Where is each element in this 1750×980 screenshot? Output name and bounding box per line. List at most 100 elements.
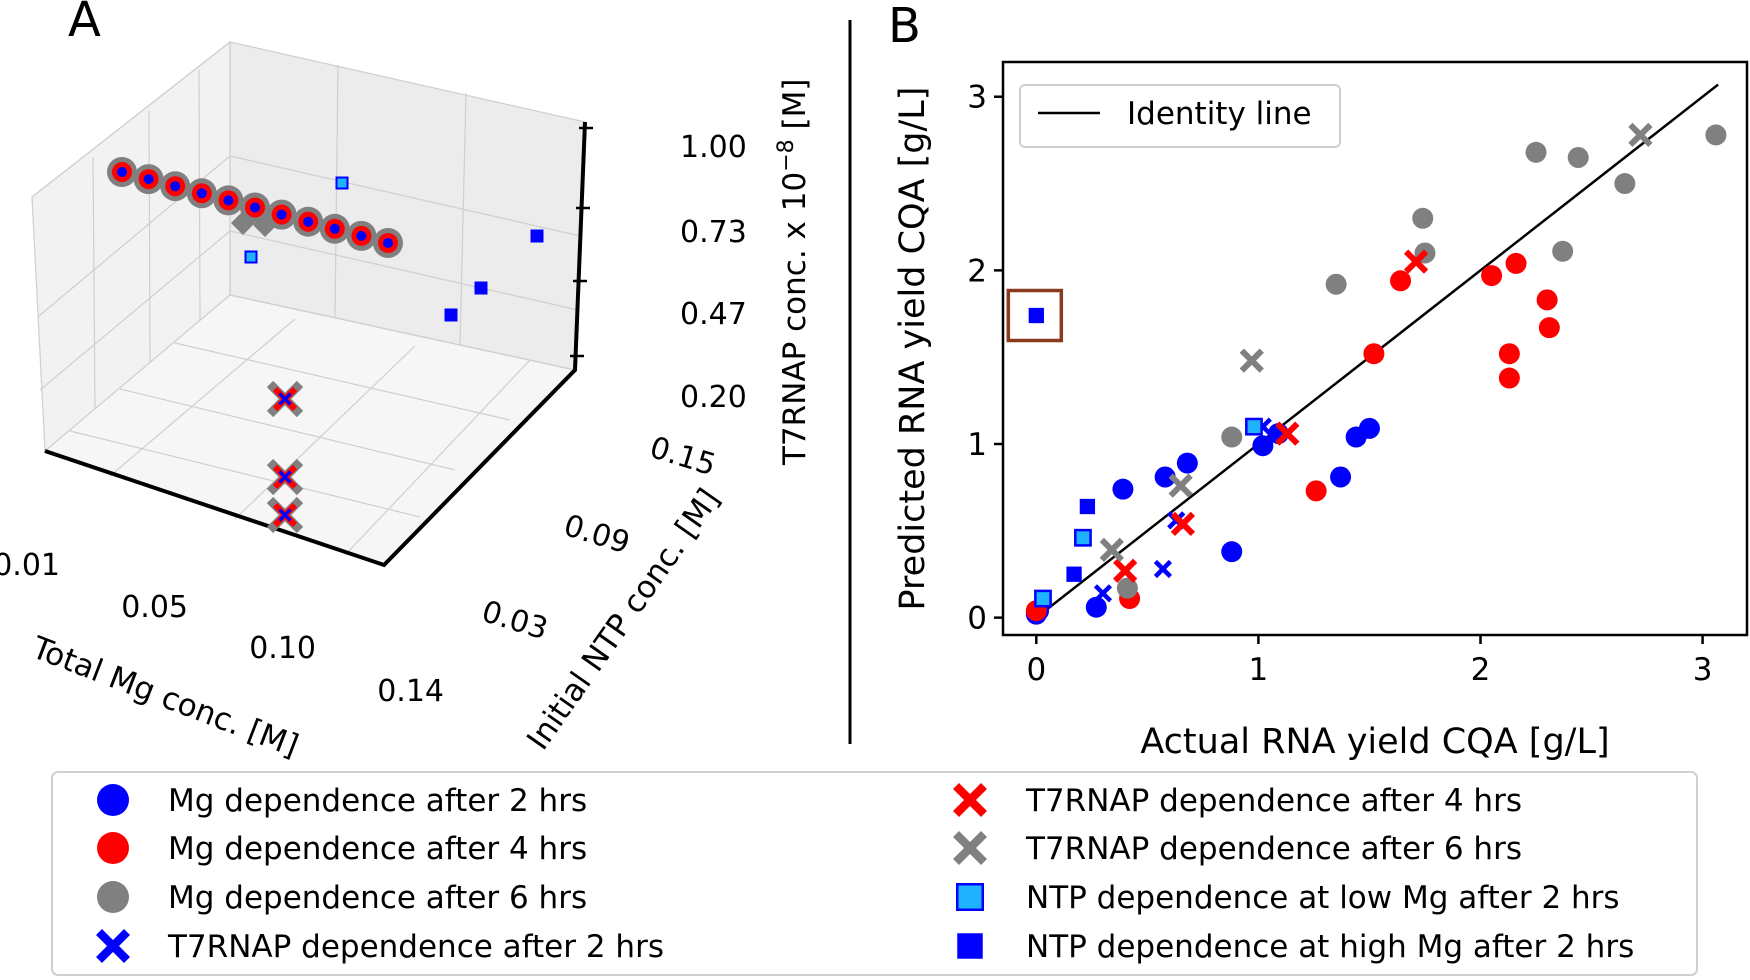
highlight-box [1006, 288, 1064, 343]
legend-item: Mg dependence after 2 hrs [97, 783, 587, 819]
b-point [1113, 558, 1138, 583]
b-point [1034, 589, 1052, 608]
a-t7-6h-top [231, 211, 255, 235]
b-point [1085, 596, 1107, 618]
x-tick-label: 0.10 [249, 631, 316, 666]
b-x-axis-label: Actual RNA yield CQA [g/L] [1140, 722, 1609, 762]
a-mg-point [186, 178, 217, 209]
b-point [1628, 122, 1653, 148]
b-point [1221, 541, 1243, 563]
b-x-tick-label: 2 [1471, 652, 1491, 688]
b-y-tick-label: 1 [967, 427, 987, 463]
legend-label: T7RNAP dependence after 2 hrs [167, 929, 664, 965]
legend-item: NTP dependence at high Mg after 2 hrs [957, 929, 1634, 965]
b-point [1567, 147, 1589, 168]
b-point [1305, 480, 1327, 502]
x-tick-label: 0.01 [0, 548, 60, 583]
legend-label: Mg dependence after 6 hrs [168, 880, 587, 916]
legend-box [51, 771, 1698, 976]
b-point [1412, 207, 1434, 229]
a-mg-2h [170, 181, 181, 192]
z-tick-label: 1.00 [680, 130, 747, 165]
b-point [1481, 265, 1503, 287]
a-mg-point [319, 213, 350, 244]
b-series-5 [1099, 122, 1653, 563]
b-point [1116, 577, 1138, 599]
b-y-tick-label: 0 [967, 601, 987, 637]
a-mg-point [240, 192, 270, 223]
b-x-tick-label: 1 [1249, 652, 1269, 688]
panel-b-plot: 0 1 2 3 0 1 2 3 Actual RNA yield CQA [g/L] Predic… [893, 60, 1749, 762]
b-point [1325, 273, 1347, 295]
b-series-6 [1034, 417, 1263, 608]
a-t7-6h-top [253, 213, 277, 237]
b-legend-label: Identity line [1127, 96, 1312, 132]
b-point [1252, 435, 1274, 457]
a-mg-point [133, 164, 164, 195]
panel-b-label: B [888, 0, 921, 54]
y-axis-label: Initial NTP conc. [M] [520, 482, 727, 756]
legend-label: T7RNAP dependence after 4 hrs [1025, 783, 1522, 819]
a-t7-2h [278, 392, 292, 406]
a-mg-point [213, 185, 244, 216]
legend-marker [97, 881, 129, 913]
b-legend: Identity line [1019, 84, 1341, 148]
b-point [1170, 511, 1196, 536]
legend-item: NTP dependence at low Mg after 2 hrs [956, 880, 1620, 916]
a-mg-point [346, 220, 377, 251]
legend-item: Mg dependence after 6 hrs [97, 880, 587, 916]
a-mg-2h [223, 195, 234, 206]
panel-a-points [107, 157, 544, 534]
a-mg-2h [196, 188, 207, 199]
y-tick-label: 0.03 [478, 594, 552, 647]
a-mg-2h [143, 174, 154, 185]
z-tick-label: 0.73 [680, 215, 747, 250]
b-point [1028, 307, 1044, 324]
legend-marker [97, 784, 129, 816]
a-t7-2h [278, 508, 292, 522]
b-point [1358, 417, 1380, 439]
a-t7-point [266, 496, 304, 534]
legend-marker [956, 883, 984, 911]
a-mg-2h [117, 167, 127, 177]
b-point [1168, 473, 1193, 498]
b-point [1390, 270, 1412, 292]
legend-marker [953, 831, 987, 865]
b-point [1079, 498, 1096, 515]
legend-item: T7RNAP dependence after 4 hrs [953, 783, 1522, 819]
a-mg-2h [329, 223, 340, 234]
b-point [1705, 124, 1727, 146]
z-axis-label-unit: [M] [777, 79, 813, 140]
a-mg-2h [250, 202, 260, 213]
b-point [1176, 452, 1198, 474]
legend-marker [957, 933, 983, 959]
b-x-tick-label: 3 [1693, 652, 1713, 688]
a-mg-2h [276, 209, 287, 220]
panel-b-scatter: B 0 1 2 3 0 1 2 3 Actual RNA yield CQA [g/L] Pred… [888, 0, 1749, 762]
b-point [1330, 466, 1352, 488]
a-t7-point [266, 458, 304, 496]
a-ntp-low [335, 176, 349, 190]
b-point [1552, 240, 1574, 262]
b-y-tick-label: 3 [967, 80, 987, 116]
a-t7-point [266, 380, 304, 418]
b-series-7 [1028, 307, 1096, 582]
b-point [1239, 348, 1264, 373]
b-point [1614, 173, 1636, 195]
b-y-tick-label: 2 [967, 253, 987, 289]
b-point [1498, 367, 1520, 389]
legend-label: NTP dependence at high Mg after 2 hrs [1026, 929, 1634, 965]
legend-item: T7RNAP dependence after 2 hrs [96, 929, 664, 965]
b-point [1538, 317, 1560, 339]
legend-marker [953, 783, 987, 817]
b-point [1093, 584, 1113, 603]
a-t7-2h [278, 470, 292, 484]
a-ntp-high [530, 229, 544, 243]
x-tick-label: 0.05 [121, 590, 188, 625]
z-tick-label: 0.47 [680, 297, 747, 332]
b-point [1221, 426, 1243, 448]
b-legend-box [1019, 84, 1341, 148]
z-axis-label-text: T7RNAP conc. x 10 [777, 172, 813, 466]
y-tick-label: 0.15 [646, 430, 720, 483]
a-mg-2h [303, 216, 314, 227]
